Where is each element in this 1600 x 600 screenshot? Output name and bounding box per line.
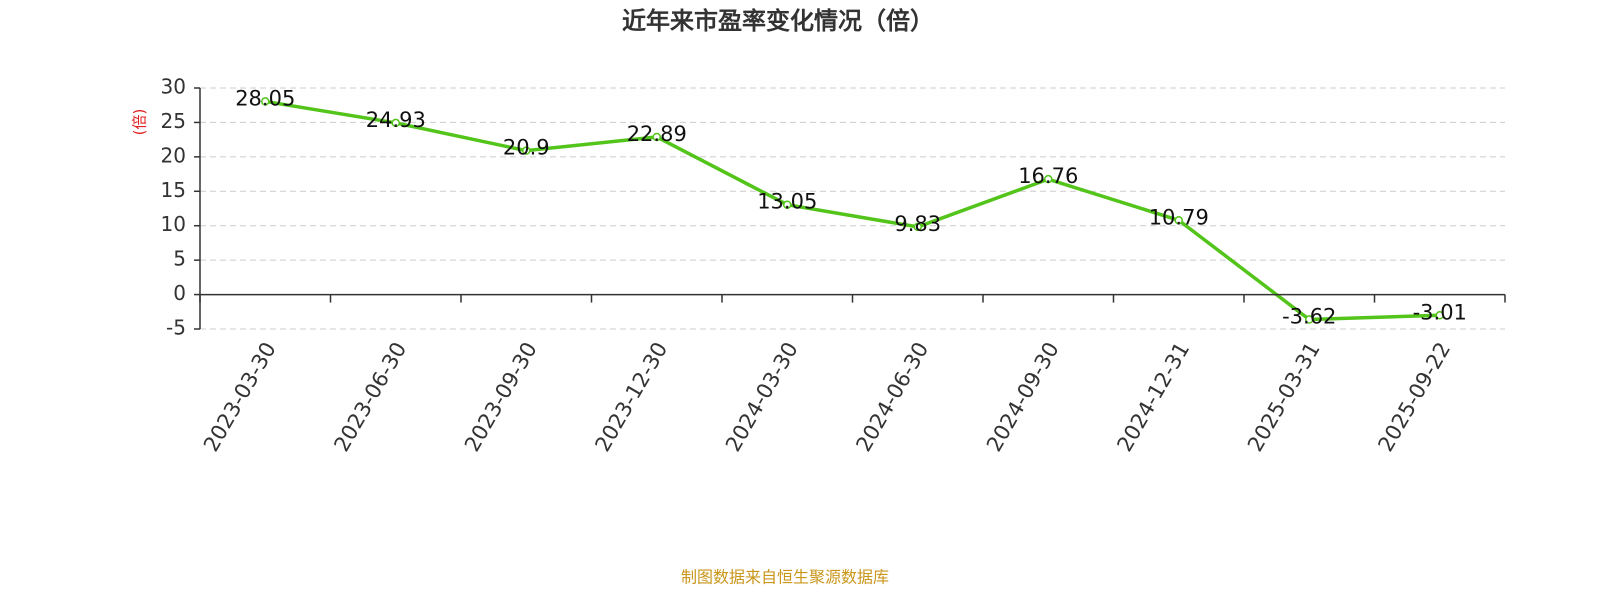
data-label: 20.9 [503,136,550,160]
line [264,99,1440,322]
y-tick-label: -5 [166,316,186,340]
data-label: 16.76 [1018,164,1078,188]
y-tick-label: 20 [161,143,186,167]
point [913,222,922,232]
point [1435,311,1444,320]
source-note: 制图数据来自恒生聚源数据库 [681,568,889,587]
data-label: 10.79 [1149,205,1209,229]
x-tick-label: 2023-06-30 [329,338,411,456]
point [522,146,531,155]
point [1174,216,1183,225]
y-tick-label: 5 [173,247,186,271]
point [652,132,661,142]
x-tick-label: 2024-09-30 [982,338,1064,456]
y-tick-label: 10 [161,212,186,236]
plot: 28.05 24.93 20.9 22.89 13.05 9.83 16.76 10.79 -3… [235,86,1467,328]
data-label: 9.83 [894,212,941,236]
point [391,118,400,128]
chart-title: 近年来市盈率变化情况（倍） [622,7,934,35]
x-tick-label: 2025-03-31 [1243,338,1325,456]
data-label: 24.93 [366,108,426,132]
data-label: 28.05 [235,86,295,110]
data-label: -3.62 [1282,304,1336,328]
y-tick-label: 25 [161,109,186,133]
point [1044,174,1053,184]
y-axis-label: (倍) [131,109,149,136]
x-tick-label: 2024-06-30 [851,338,933,456]
x-tick-label: 2023-03-30 [199,338,281,456]
y-tick-label: 0 [173,281,186,305]
x-tick-label: 2023-09-30 [460,338,542,456]
x-tick-label: 2025-09-22 [1373,338,1455,456]
x-tick-label: 2024-03-30 [721,338,803,456]
y-tick-label: 15 [161,178,186,202]
point [1305,315,1314,324]
point [261,97,270,106]
data-label: 13.05 [757,190,817,214]
x-tick-label: 2024-12-31 [1112,338,1194,456]
data-label: 22.89 [627,122,687,146]
y-tick-label: 30 [161,75,186,99]
data-label: -3.01 [1413,300,1467,324]
x-tick-label: 2023-12-30 [590,338,672,456]
point [783,200,792,209]
